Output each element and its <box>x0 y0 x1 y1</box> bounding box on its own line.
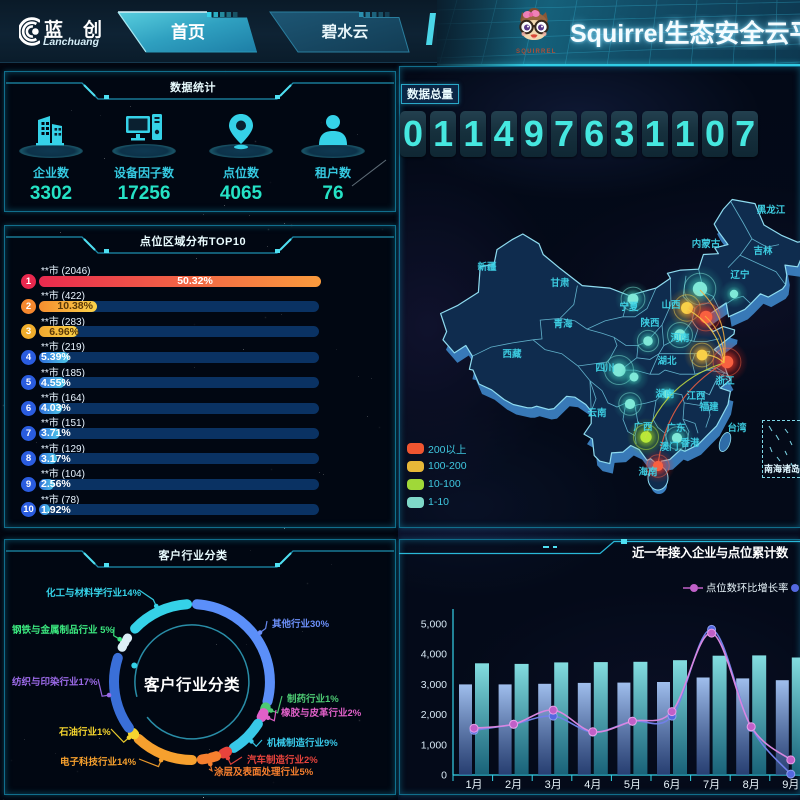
svg-text:5,000: 5,000 <box>421 619 447 631</box>
svg-text:6月: 6月 <box>663 779 680 791</box>
svg-text:河南: 河南 <box>670 332 690 344</box>
svg-text:江西: 江西 <box>686 390 706 402</box>
svg-text:碧水云: 碧水云 <box>321 22 369 41</box>
svg-text:宁夏: 宁夏 <box>619 301 639 313</box>
svg-text:福建: 福建 <box>698 401 719 413</box>
svg-text:广东: 广东 <box>666 422 686 434</box>
svg-text:近一年接入企业与点位累计数: 近一年接入企业与点位累计数 <box>632 545 789 560</box>
svg-text:4,000: 4,000 <box>421 649 447 661</box>
svg-text:青海: 青海 <box>553 318 573 330</box>
svg-text:浙江: 浙江 <box>715 375 735 387</box>
svg-text:2月: 2月 <box>505 779 522 791</box>
svg-text:西藏: 西藏 <box>502 348 522 360</box>
svg-text:点位数环比增长率: 点位数环比增长率 <box>706 582 788 595</box>
svg-text:香港: 香港 <box>679 437 700 449</box>
svg-text:新疆: 新疆 <box>477 261 497 273</box>
svg-text:内蒙古: 内蒙古 <box>692 238 721 250</box>
svg-text:0: 0 <box>441 770 447 782</box>
svg-text:9月: 9月 <box>782 779 799 791</box>
svg-text:湖南: 湖南 <box>655 388 675 400</box>
svg-text:1月: 1月 <box>465 779 482 791</box>
svg-text:2,000: 2,000 <box>421 709 447 721</box>
svg-text:3月: 3月 <box>545 779 562 791</box>
svg-text:3,000: 3,000 <box>421 679 447 691</box>
svg-text:首页: 首页 <box>171 22 205 42</box>
svg-text:7月: 7月 <box>703 779 720 791</box>
svg-text:山西: 山西 <box>661 299 681 311</box>
svg-text:陕西: 陕西 <box>640 317 660 329</box>
svg-text:1,000: 1,000 <box>421 739 447 751</box>
svg-text:广西: 广西 <box>633 421 653 433</box>
svg-text:湖北: 湖北 <box>657 355 677 367</box>
svg-text:云南: 云南 <box>587 407 607 419</box>
svg-text:海南: 海南 <box>638 466 658 478</box>
svg-text:5月: 5月 <box>624 779 641 791</box>
svg-text:辽宁: 辽宁 <box>730 269 750 281</box>
svg-text:4月: 4月 <box>584 779 601 791</box>
svg-text:黑龙江: 黑龙江 <box>757 204 786 216</box>
svg-text:四川: 四川 <box>595 363 614 374</box>
svg-text:台湾: 台湾 <box>727 422 747 434</box>
svg-text:甘肃: 甘肃 <box>550 277 570 289</box>
svg-text:吉林: 吉林 <box>753 245 773 257</box>
svg-text:澳门: 澳门 <box>659 441 678 453</box>
svg-text:8月: 8月 <box>743 779 760 791</box>
